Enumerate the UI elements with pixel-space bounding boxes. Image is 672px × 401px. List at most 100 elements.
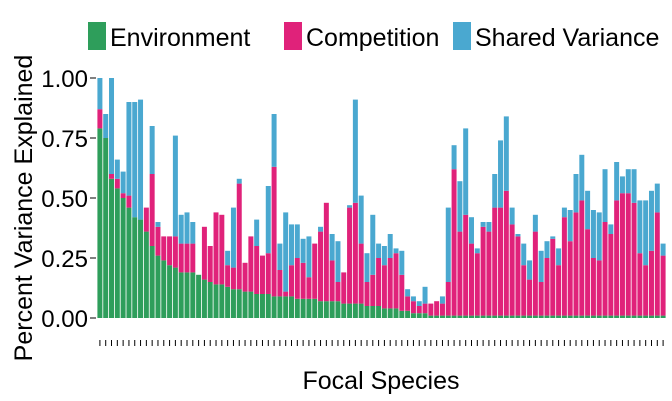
bar-segment-environment — [370, 306, 376, 318]
bar-segment-shared-variance — [329, 234, 335, 261]
bar-segment-environment — [596, 315, 602, 318]
bar-segment-competition — [381, 265, 387, 309]
bar-segment-shared-variance — [318, 226, 324, 232]
bar-segment-environment — [521, 315, 527, 318]
bar-segment-shared-variance — [103, 114, 109, 138]
bar-segment-environment — [486, 315, 492, 318]
bar-segment-environment — [393, 308, 399, 318]
bar-segment-shared-variance — [469, 217, 474, 244]
bar-segment-competition — [492, 207, 498, 316]
bar-segment-competition — [352, 202, 358, 304]
bar-segment-competition — [254, 246, 260, 294]
bar-segment-shared-variance — [602, 169, 608, 222]
bar-segment-shared-variance — [590, 210, 596, 258]
bar-segment-environment — [138, 219, 144, 318]
bar-segment-environment — [259, 294, 265, 318]
bar-segment-environment — [561, 315, 567, 318]
bar-segment-competition — [405, 296, 411, 311]
bar-segment-environment — [573, 315, 579, 318]
bar-segment-environment — [556, 315, 562, 318]
bar-segment-shared-variance — [347, 205, 353, 208]
bar-segment-shared-variance — [225, 250, 231, 266]
bar-segment-environment — [614, 315, 620, 318]
bar-segment-competition — [422, 303, 428, 314]
bar-segment-competition — [387, 258, 393, 309]
bar-segment-shared-variance — [486, 222, 492, 232]
bar-segment-shared-variance — [451, 145, 457, 170]
bar-segment-competition — [596, 260, 602, 316]
bar-segment-competition — [370, 274, 376, 306]
bar-segment-environment — [178, 272, 184, 318]
y-tick-label: 0.00 — [41, 306, 88, 333]
bar-segment-shared-variance — [654, 183, 660, 213]
bar-segment-competition — [178, 243, 184, 273]
bar-segment-environment — [376, 306, 382, 318]
bar-segment-competition — [97, 109, 103, 129]
bar-segment-environment — [225, 286, 231, 318]
bar-segment-shared-variance — [532, 214, 538, 232]
bar-segment-competition — [242, 262, 248, 292]
bar-segment-shared-variance — [294, 224, 300, 258]
bar-segment-environment — [277, 296, 283, 318]
bar-segment-shared-variance — [114, 159, 120, 179]
bar-segment-competition — [445, 282, 451, 316]
bar-segment-competition — [399, 274, 405, 311]
bar-segment-competition — [590, 258, 596, 316]
bar-segment-competition — [619, 193, 625, 316]
bar-segment-competition — [225, 265, 231, 287]
bars-group — [97, 78, 666, 318]
bar-segment-competition — [631, 202, 637, 316]
legend-label-environment: Environment — [110, 24, 250, 52]
legend-swatch-environment — [88, 22, 106, 50]
bar-segment-shared-variance — [619, 176, 625, 194]
bar-segment-environment — [631, 315, 637, 318]
bar-segment-environment — [149, 246, 155, 318]
bar-segment-competition — [410, 301, 416, 314]
bar-segment-shared-variance — [474, 248, 480, 254]
bar-segment-competition — [358, 243, 364, 304]
bar-segment-environment — [579, 315, 585, 318]
bar-segment-shared-variance — [120, 171, 126, 194]
bar-segment-competition — [236, 183, 242, 290]
bar-segment-environment — [643, 315, 649, 318]
bar-segment-environment — [445, 315, 451, 318]
bar-segment-competition — [469, 243, 474, 316]
bar-segment-shared-variance — [306, 236, 312, 278]
bar-segment-shared-variance — [550, 236, 556, 239]
bar-segment-shared-variance — [352, 99, 358, 203]
bar-segment-competition — [289, 265, 294, 297]
bar-segment-competition — [184, 243, 190, 273]
bar-segment-shared-variance — [387, 234, 393, 258]
bar-segment-shared-variance — [625, 169, 631, 194]
bar-segment-environment — [352, 303, 358, 318]
bar-segment-shared-variance — [637, 200, 643, 254]
bar-segment-shared-variance — [178, 214, 184, 244]
bar-segment-environment — [422, 313, 428, 318]
bar-segment-competition — [248, 236, 254, 292]
bar-segment-competition — [306, 277, 312, 299]
bar-segment-competition — [521, 265, 527, 316]
bar-segment-shared-variance — [364, 253, 370, 282]
bar-segment-shared-variance — [544, 241, 550, 258]
bar-segment-competition — [527, 279, 533, 316]
bar-segment-environment — [399, 310, 405, 318]
bar-segment-environment — [428, 315, 434, 318]
bar-segment-competition — [300, 262, 306, 299]
bar-segment-competition — [341, 272, 347, 304]
bar-segment-competition — [207, 246, 213, 282]
bar-segment-environment — [155, 255, 161, 318]
bar-segment-shared-variance — [358, 195, 364, 244]
bar-segment-shared-variance — [463, 128, 469, 215]
bar-segment-environment — [254, 294, 260, 318]
bar-segment-shared-variance — [230, 207, 236, 268]
bar-segment-shared-variance — [643, 200, 649, 266]
bar-segment-competition — [439, 303, 445, 316]
y-tick-label: 1.00 — [41, 66, 88, 93]
bar-segment-shared-variance — [335, 241, 341, 282]
x-tick-marks — [99, 340, 664, 346]
bar-segment-shared-variance — [538, 250, 544, 282]
bar-segment-competition — [625, 193, 631, 316]
bar-segment-competition — [486, 231, 492, 316]
bar-segment-shared-variance — [480, 222, 486, 227]
bar-segment-environment — [271, 296, 277, 318]
